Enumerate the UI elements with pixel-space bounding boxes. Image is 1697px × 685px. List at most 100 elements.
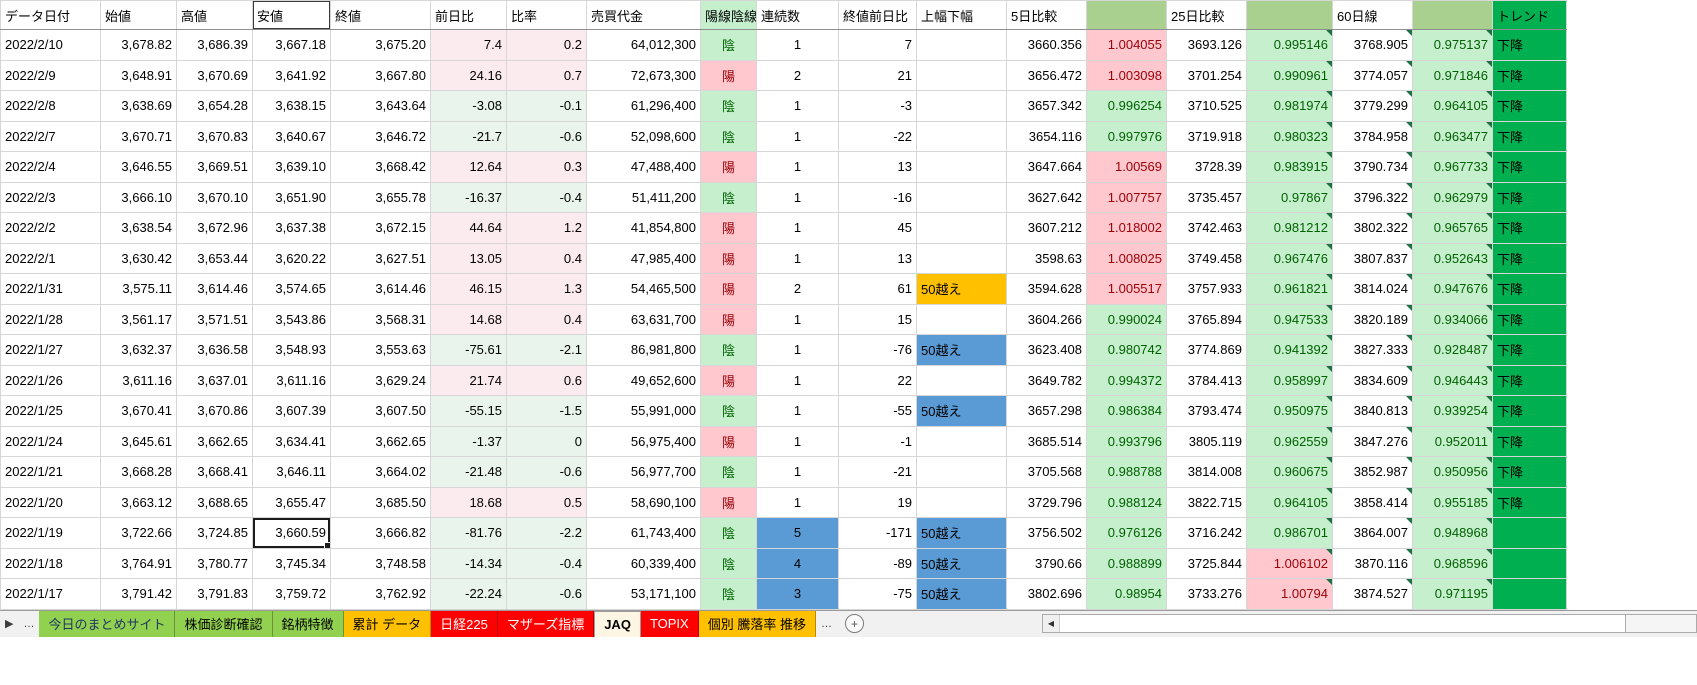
cell-close_change[interactable]: -1: [838, 425, 917, 457]
cell-high[interactable]: 3,571.51: [176, 303, 253, 335]
cell-close[interactable]: 3,607.50: [330, 395, 431, 427]
cell-open[interactable]: 3,666.10: [100, 181, 177, 213]
cell-ratio[interactable]: -0.6: [506, 578, 587, 610]
column-header-candle[interactable]: 陽線陰線: [700, 0, 757, 30]
sheet-tab-6[interactable]: マザーズ指標: [497, 610, 595, 637]
cell-volume[interactable]: 49,652,600: [586, 364, 701, 396]
cell-date[interactable]: 2022/2/9: [0, 59, 101, 91]
cell-close_change[interactable]: 13: [838, 242, 917, 274]
cell-close_change[interactable]: -76: [838, 334, 917, 366]
cell-volume[interactable]: 72,673,300: [586, 59, 701, 91]
cell-streak[interactable]: 1: [756, 334, 839, 366]
cell-ma5_ratio[interactable]: 0.988788: [1086, 456, 1167, 488]
cell-streak[interactable]: 2: [756, 273, 839, 305]
cell-ma5_ratio[interactable]: 0.990024: [1086, 303, 1167, 335]
cell-low[interactable]: 3,639.10: [252, 151, 331, 183]
cell-range[interactable]: [916, 151, 1007, 183]
cell-range[interactable]: [916, 59, 1007, 91]
horizontal-scrollbar[interactable]: ◀: [1042, 613, 1697, 633]
cell-date[interactable]: 2022/2/10: [0, 29, 101, 61]
cell-ma5[interactable]: 3729.796: [1006, 486, 1087, 518]
cell-trend[interactable]: [1492, 578, 1567, 610]
cell-ma5_ratio[interactable]: 0.997976: [1086, 120, 1167, 152]
cell-range[interactable]: 50越え: [916, 517, 1007, 549]
cell-streak[interactable]: 1: [756, 212, 839, 244]
cell-streak[interactable]: 1: [756, 303, 839, 335]
cell-close[interactable]: 3,629.24: [330, 364, 431, 396]
cell-close_change[interactable]: 7: [838, 29, 917, 61]
cell-volume[interactable]: 60,339,400: [586, 547, 701, 579]
cell-open[interactable]: 3,791.42: [100, 578, 177, 610]
cell-close[interactable]: 3,646.72: [330, 120, 431, 152]
cell-close_change[interactable]: -89: [838, 547, 917, 579]
cell-ma60_ratio[interactable]: 0.934066: [1412, 303, 1493, 335]
cell-streak[interactable]: 1: [756, 364, 839, 396]
cell-ma5[interactable]: 3790.66: [1006, 547, 1087, 579]
cell-high[interactable]: 3,686.39: [176, 29, 253, 61]
cell-ma60_ratio[interactable]: 0.928487: [1412, 334, 1493, 366]
cell-ratio[interactable]: 0.4: [506, 303, 587, 335]
cell-range[interactable]: [916, 90, 1007, 122]
cell-ma25_ratio[interactable]: 0.980323: [1246, 120, 1333, 152]
cell-high[interactable]: 3,653.44: [176, 242, 253, 274]
cell-ma25[interactable]: 3793.474: [1166, 395, 1247, 427]
cell-low[interactable]: 3,620.22: [252, 242, 331, 274]
column-header-ma25_ratio[interactable]: [1246, 0, 1333, 30]
cell-date[interactable]: 2022/1/19: [0, 517, 101, 549]
cell-ratio[interactable]: 0.4: [506, 242, 587, 274]
cell-streak[interactable]: 1: [756, 29, 839, 61]
cell-change[interactable]: -3.08: [430, 90, 507, 122]
cell-volume[interactable]: 54,465,500: [586, 273, 701, 305]
cell-ma60[interactable]: 3870.116: [1332, 547, 1413, 579]
cell-candle[interactable]: 陽: [700, 212, 757, 244]
cell-trend[interactable]: 下降: [1492, 242, 1567, 274]
cell-volume[interactable]: 47,488,400: [586, 151, 701, 183]
cell-date[interactable]: 2022/2/2: [0, 212, 101, 244]
cell-volume[interactable]: 51,411,200: [586, 181, 701, 213]
cell-close_change[interactable]: 61: [838, 273, 917, 305]
cell-high[interactable]: 3,672.96: [176, 212, 253, 244]
cell-date[interactable]: 2022/1/21: [0, 456, 101, 488]
cell-range[interactable]: [916, 486, 1007, 518]
cell-ma60_ratio[interactable]: 0.947676: [1412, 273, 1493, 305]
column-header-low[interactable]: 安値: [252, 0, 331, 30]
cell-range[interactable]: [916, 29, 1007, 61]
cell-change[interactable]: -1.37: [430, 425, 507, 457]
cell-volume[interactable]: 64,012,300: [586, 29, 701, 61]
cell-ma5[interactable]: 3654.116: [1006, 120, 1087, 152]
cell-open[interactable]: 3,638.69: [100, 90, 177, 122]
cell-ma25[interactable]: 3725.844: [1166, 547, 1247, 579]
cell-high[interactable]: 3,654.28: [176, 90, 253, 122]
cell-streak[interactable]: 3: [756, 578, 839, 610]
cell-ma60[interactable]: 3852.987: [1332, 456, 1413, 488]
cell-range[interactable]: 50越え: [916, 273, 1007, 305]
column-header-date[interactable]: データ日付: [0, 0, 101, 30]
cell-ratio[interactable]: -0.1: [506, 90, 587, 122]
cell-high[interactable]: 3,670.86: [176, 395, 253, 427]
column-header-close[interactable]: 終値: [330, 0, 431, 30]
cell-close_change[interactable]: 45: [838, 212, 917, 244]
cell-ratio[interactable]: -2.1: [506, 334, 587, 366]
cell-open[interactable]: 3,663.12: [100, 486, 177, 518]
sheet-tab-1[interactable]: 今日のまとめサイト: [39, 610, 176, 637]
cell-ma25[interactable]: 3805.119: [1166, 425, 1247, 457]
cell-change[interactable]: -16.37: [430, 181, 507, 213]
cell-candle[interactable]: 陰: [700, 120, 757, 152]
cell-volume[interactable]: 56,975,400: [586, 425, 701, 457]
cell-change[interactable]: 21.74: [430, 364, 507, 396]
cell-ma60[interactable]: 3847.276: [1332, 425, 1413, 457]
cell-ma5[interactable]: 3649.782: [1006, 364, 1087, 396]
cell-high[interactable]: 3,668.41: [176, 456, 253, 488]
cell-range[interactable]: [916, 364, 1007, 396]
column-header-range[interactable]: 上幅下幅: [916, 0, 1007, 30]
cell-ma60[interactable]: 3774.057: [1332, 59, 1413, 91]
cell-ma25_ratio[interactable]: 0.97867: [1246, 181, 1333, 213]
cell-ma60_ratio[interactable]: 0.955185: [1412, 486, 1493, 518]
cell-ma5_ratio[interactable]: 1.004055: [1086, 29, 1167, 61]
cell-trend[interactable]: 下降: [1492, 364, 1567, 396]
cell-ma25[interactable]: 3701.254: [1166, 59, 1247, 91]
cell-ma5_ratio[interactable]: 0.988124: [1086, 486, 1167, 518]
cell-ma60[interactable]: 3814.024: [1332, 273, 1413, 305]
cell-ma60[interactable]: 3820.189: [1332, 303, 1413, 335]
cell-range[interactable]: [916, 303, 1007, 335]
